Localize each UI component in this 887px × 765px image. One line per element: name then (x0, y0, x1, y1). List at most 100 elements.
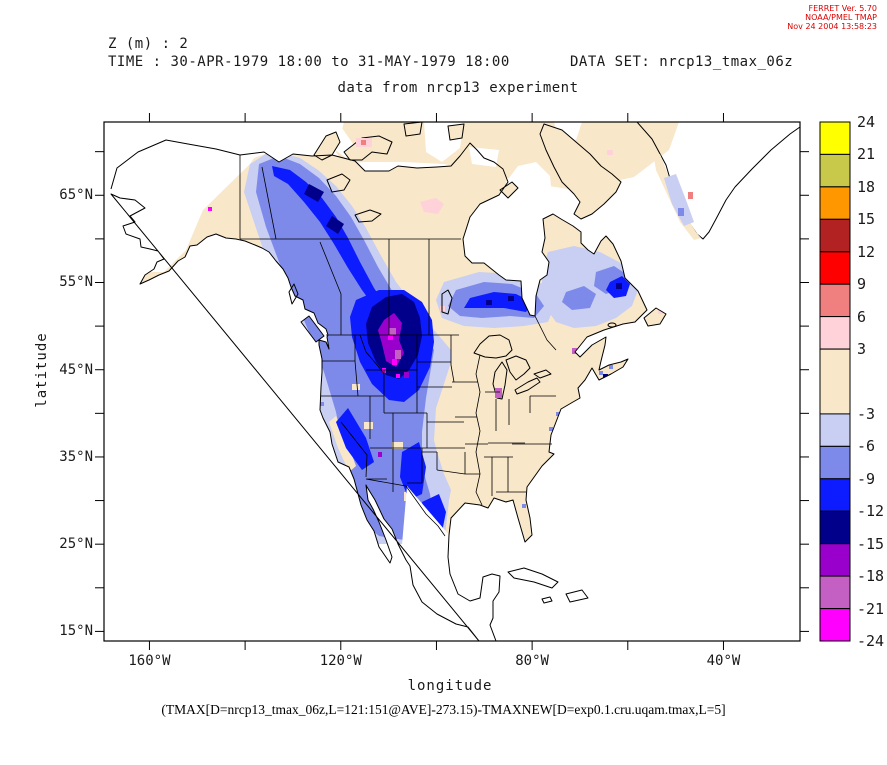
x-axis-title: longitude (407, 678, 493, 694)
field-west-band-mid (256, 156, 434, 540)
x-tick-label: 160°W (128, 653, 171, 669)
colorbar-label: -18 (857, 567, 885, 586)
y-tick-label: 65°N (59, 187, 93, 204)
colorbar-label: 21 (857, 145, 876, 164)
ferret-timestamp: Nov 24 2004 13:58:23 (787, 22, 877, 31)
colorbar-label: -15 (857, 534, 885, 553)
variable-expression-caption: (TMAX[D=nrcp13_tmax_06z,L=121:151@AVE]-2… (161, 702, 726, 717)
colorbar (819, 121, 851, 642)
colorbar-label: 3 (857, 340, 867, 359)
nodata-alaska (111, 140, 332, 272)
lake-ontario (533, 369, 552, 379)
greenland-lavender (664, 174, 694, 226)
arctic-islands (313, 121, 622, 220)
greenland (636, 121, 801, 240)
colorbar-label: 18 (857, 177, 876, 196)
colorbar-cell (819, 121, 851, 155)
field-pink-speck (607, 150, 613, 155)
field-magenta-min (208, 207, 212, 211)
plot-frame (103, 121, 801, 642)
axis-ticks (95, 113, 809, 650)
field-speck (616, 283, 622, 289)
nodata-south (111, 544, 666, 641)
nodata-ne-mexico (402, 486, 450, 545)
field-salmon-speck (361, 140, 366, 145)
field-streak (392, 442, 403, 449)
x-tick-label: 40°W (706, 653, 741, 669)
field-pink-patch (420, 198, 444, 214)
field-quebec-peri (562, 286, 596, 310)
coastlines (110, 139, 667, 642)
field-orchid-min (389, 328, 396, 335)
colorbar-label: 24 (857, 113, 876, 131)
lake-superior (473, 334, 513, 359)
ferret-credit: FERRET Ver. 5.70 NOAA/PMEL TMAP Nov 24 2… (787, 4, 877, 31)
time-range-label: TIME : 30-APR-1979 18:00 to 31-MAY-1979 … (108, 54, 510, 70)
colorbar-cell (819, 543, 851, 577)
ferret-version: FERRET Ver. 5.70 (808, 4, 877, 13)
island-coasts (288, 283, 667, 343)
field-magenta-min (396, 374, 400, 378)
arctic-channel (469, 147, 499, 167)
field-speck (603, 374, 608, 378)
colorbar-cell (819, 413, 851, 447)
colorbar-label: -24 (857, 632, 885, 650)
y-tick-label: 25°N (59, 536, 93, 553)
colorbar-cell (819, 608, 851, 642)
great-bear-lake (326, 173, 351, 193)
field-speck (572, 348, 577, 354)
colorbar-cell (819, 348, 851, 415)
colorbar-label: -6 (857, 437, 876, 456)
y-tick-label: 45°N (59, 361, 93, 378)
field-salmon-speck (688, 192, 693, 199)
field-orchid-min (395, 350, 401, 359)
x-tick-label: 80°W (515, 653, 549, 669)
field-valley-streak (329, 416, 356, 472)
field-magenta-min (388, 335, 393, 340)
field-streak (364, 422, 373, 429)
colorbar-cell (819, 510, 851, 545)
greenland-coast-strip (654, 154, 701, 240)
field-speck (486, 300, 492, 305)
colorbar-cell (819, 283, 851, 318)
y-tick-label: 15°N (59, 623, 93, 640)
field-sierra-blue (336, 408, 374, 470)
colorbar-label: 9 (857, 275, 867, 294)
colorbar-label: -21 (857, 599, 885, 618)
colorbar-cell (819, 575, 851, 610)
field-purple-min (378, 452, 382, 457)
z-level-label: Z (m) : 2 (108, 36, 189, 52)
lake-michigan-purple (495, 388, 502, 398)
field-speck (508, 296, 514, 301)
colorbar-cell (819, 153, 851, 188)
lake-erie (514, 377, 541, 395)
colorbar-label: -12 (857, 502, 885, 521)
field-hudson-band-core (464, 292, 532, 312)
y-tick-label: 35°N (59, 448, 93, 465)
field-nm-blue (400, 442, 426, 500)
mainland-coast (110, 139, 648, 642)
colorbar-cell (819, 445, 851, 480)
lakes (326, 173, 552, 400)
lake-winnipeg (441, 289, 453, 315)
x-tick-label: 120°W (319, 653, 362, 669)
field-purple-min (404, 372, 409, 378)
field-band-dark-patch (326, 216, 344, 234)
colorbar-cell (819, 316, 851, 350)
field-band-dark-patch (304, 184, 324, 202)
colorbar-label: -9 (857, 469, 876, 488)
caribbean-coasts (507, 567, 589, 604)
great-slave-lake (354, 209, 382, 223)
map-area (95, 113, 809, 650)
colorbar-cell (819, 251, 851, 285)
field-streak (352, 384, 360, 390)
plot-title: data from nrcp13 experiment (337, 80, 579, 96)
colorbar-label: 15 (857, 210, 876, 229)
colorbar-label: 6 (857, 307, 867, 326)
colorbar-cell (819, 478, 851, 512)
political-borders (239, 155, 557, 537)
shaded-field (111, 140, 666, 641)
lake-huron (505, 355, 531, 381)
